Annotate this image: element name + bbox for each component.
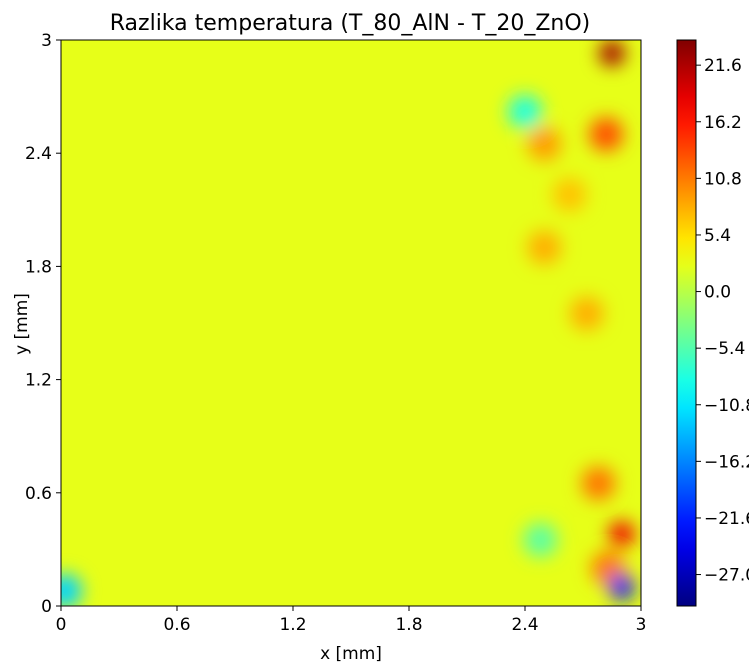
heatmap-hotspot <box>581 466 616 501</box>
heatmap-hotspot <box>523 522 558 557</box>
heatmap-hotspot <box>527 230 562 265</box>
x-axis-label: x [mm] <box>320 644 382 664</box>
x-tick-label: 3 <box>636 615 647 635</box>
heatmap-hotspot <box>589 117 624 152</box>
colorbar-tick-label: −21.6 <box>704 509 749 529</box>
y-axis-label: y [mm] <box>12 293 32 355</box>
colorbar-tick-label: 21.6 <box>704 56 742 76</box>
heatmap-hotspot <box>61 573 82 606</box>
heatmap-hotspot <box>608 521 635 548</box>
x-tick-label: 0 <box>56 615 67 635</box>
colorbar-tick-label: 0.0 <box>704 283 731 303</box>
y-tick-label: 2.4 <box>25 144 52 164</box>
y-tick-label: 1.8 <box>25 257 52 277</box>
colorbar-tick-label: −27.0 <box>704 566 749 586</box>
heatmap-hotspot <box>552 177 587 212</box>
chart-title: Razlika temperatura (T_80_AlN - T_20_ZnO… <box>110 11 591 36</box>
colorbar-tick-label: 5.4 <box>704 226 731 246</box>
heatmap-hotspot <box>569 296 604 331</box>
y-tick-label: 3 <box>41 31 52 51</box>
heatmap-background <box>61 40 641 606</box>
heatmap-hotspot <box>508 94 542 129</box>
colorbar-tick-label: 16.2 <box>704 113 742 133</box>
plot-frame <box>60 39 642 607</box>
x-tick-label: 1.8 <box>395 615 422 635</box>
heatmap-hotspot <box>599 40 625 67</box>
x-axis: 0 0.6 1.2 1.8 2.4 3 <box>56 606 647 635</box>
x-tick-label: 1.2 <box>279 615 306 635</box>
colorbar-tick-label: −10.8 <box>704 396 749 416</box>
x-tick-label: 0.6 <box>163 615 190 635</box>
colorbar-tick-label: 10.8 <box>704 169 742 189</box>
colorbar: 21.6 16.2 10.8 5.4 0.0 −5.4 −10.8 −16.2 −21.6 −27… <box>676 39 749 607</box>
x-tick-label: 2.4 <box>511 615 538 635</box>
y-tick-label: 1.2 <box>25 371 52 391</box>
y-tick-label: 0.6 <box>25 484 52 504</box>
y-tick-label: 0 <box>41 597 52 617</box>
colorbar-tick-label: −5.4 <box>704 339 745 359</box>
colorbar-gradient <box>676 39 697 607</box>
y-axis: 0 0.6 1.2 1.8 2.4 3 <box>25 31 61 617</box>
heatmap-hotspot <box>527 126 562 161</box>
plot-area <box>60 39 642 607</box>
heatmap-hotspot <box>608 574 635 601</box>
colorbar-tick-label: −16.2 <box>704 452 749 472</box>
